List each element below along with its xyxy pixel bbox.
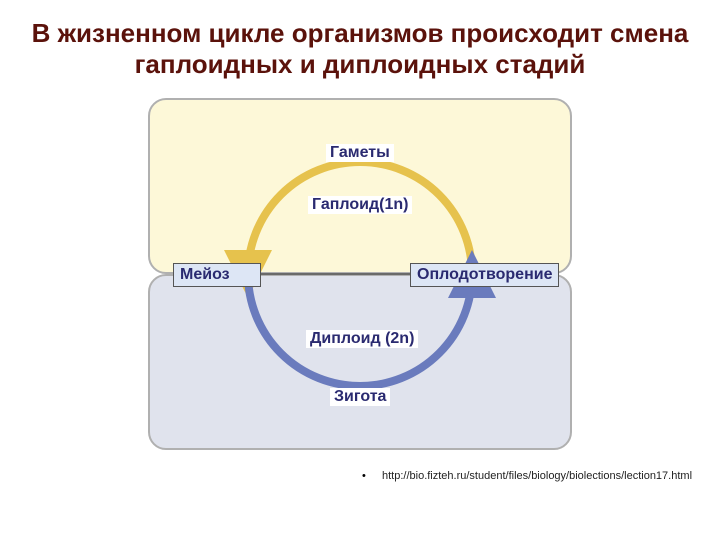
label-meiosis: Мейоз (174, 264, 260, 286)
label-diploid: Диплоид (2n) (306, 330, 418, 348)
slide: В жизненном цикле организмов происходит … (0, 0, 720, 540)
footer-bullet: • (362, 470, 366, 482)
label-haploid: Гаплоид(1n) (308, 196, 412, 214)
label-gametes: Гаметы (326, 144, 394, 162)
lifecycle-diagram: Гаметы Гаплоид(1n) Мейоз Оплодотворение … (148, 98, 572, 452)
label-fertilization: Оплодотворение (411, 264, 558, 286)
slide-title: В жизненном цикле организмов происходит … (20, 18, 700, 80)
label-zygote: Зигота (330, 388, 390, 406)
footer-url: http://bio.fizteh.ru/student/files/biolo… (382, 470, 702, 482)
